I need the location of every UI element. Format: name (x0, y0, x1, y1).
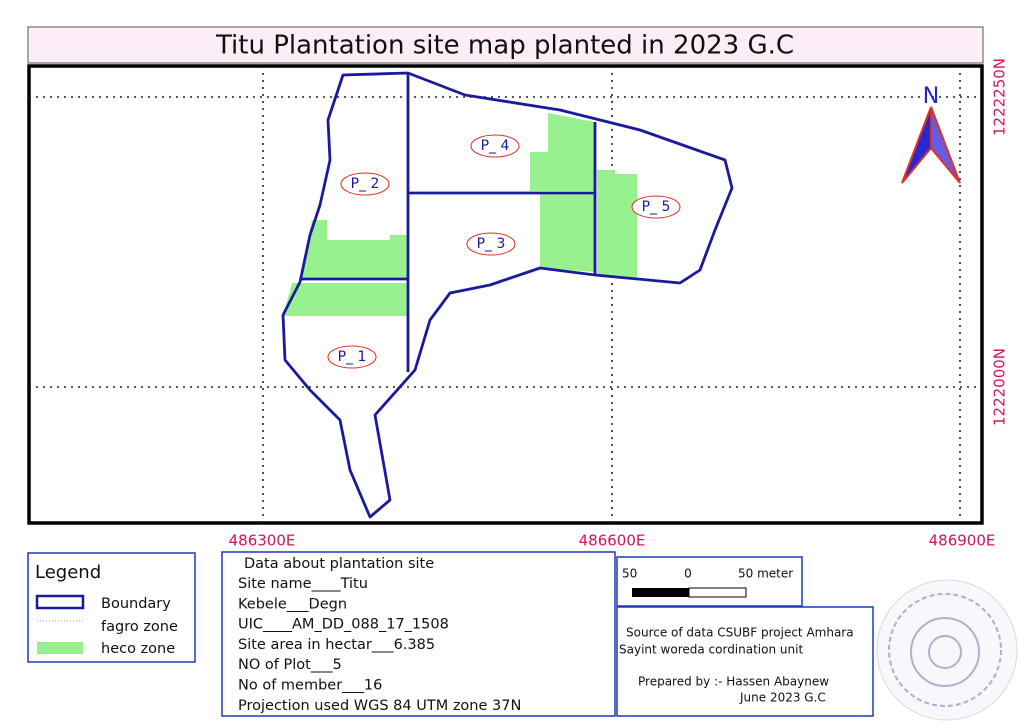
source-line: Sayint woreda cordination unit (619, 643, 803, 657)
info-lines: Site name____Titu Kebele___Degn UIC____AM_… (238, 576, 521, 714)
map-frame (27, 64, 984, 525)
scale-label: 50 meter (738, 567, 793, 581)
map-title: Titu Plantation site map planted in 2023… (215, 31, 794, 61)
north-label: N (923, 84, 939, 109)
heco-zone (283, 283, 408, 316)
stamp-ring (910, 617, 980, 687)
north-arrow: N (901, 84, 961, 184)
legend-item: fagro zone (101, 619, 178, 635)
y-grid-label: 1222000N (991, 348, 1009, 426)
info-box: Data about plantation site Site name____… (221, 551, 616, 717)
legend-title: Legend (35, 562, 101, 583)
plot-label: P_ 2 (351, 176, 380, 192)
legend-item: Boundary (101, 596, 171, 612)
legend-item: heco zone (101, 641, 175, 657)
info-line: NO of Plot___5 (238, 657, 342, 673)
legend: Legend Boundary fagro zone heco zone (27, 552, 196, 663)
info-title: Data about plantation site (244, 556, 434, 572)
x-grid-label: 486900E (929, 532, 996, 550)
source-box: Source of data CSUBF project Amhara Sayi… (616, 606, 874, 717)
source-line: Source of data CSUBF project Amhara (626, 626, 854, 640)
info-line: Kebele___Degn (238, 596, 347, 612)
stamp (876, 579, 1018, 721)
scale-frame (616, 556, 803, 607)
info-line: UIC____AM_DD_088_17_1508 (238, 617, 449, 633)
arrow-half (930, 106, 961, 184)
legend-swatch (35, 594, 85, 610)
plot-label: P_ 5 (642, 199, 671, 215)
prepared-by: Prepared by :- Hassen Abaynew (638, 675, 829, 689)
info-line: No of member___16 (238, 678, 382, 694)
y-grid-label: 1222250N (991, 58, 1009, 136)
plot-ellipse (340, 172, 390, 196)
stamp-outer (876, 579, 1018, 721)
info-line: Site area in hectar___6.385 (238, 637, 435, 653)
plot-labels: P_ 1 P_ 2 P_ 3 P_ 4 P_ 5 (327, 134, 681, 369)
scale-segment (632, 588, 689, 597)
heco-zone (597, 170, 637, 279)
legend-swatch (37, 642, 83, 654)
heco-zone (530, 113, 595, 191)
stamp-ring (888, 593, 1002, 707)
scale-segment (688, 587, 747, 598)
info-line: Site name____Titu (238, 576, 368, 592)
plot-ellipse (327, 345, 377, 369)
info-line: Projection used WGS 84 UTM zone 37N (238, 698, 521, 714)
title-box (27, 26, 984, 64)
source-frame (616, 606, 874, 717)
plot-label: P_ 4 (481, 138, 510, 154)
plot-label: P_ 1 (338, 349, 367, 365)
plot-ellipse (466, 232, 516, 256)
scale-label: 0 (684, 567, 692, 581)
scale-bar: 50 0 50 meter (616, 556, 803, 607)
info-frame (221, 551, 616, 717)
scale-label: 50 (622, 567, 637, 581)
stamp-ring (928, 635, 962, 669)
plot-label: P_ 3 (477, 236, 506, 252)
x-grid-label: 486300E (229, 532, 296, 550)
site-boundary (281, 71, 734, 519)
plot-ellipse (470, 134, 520, 158)
heco-zone (540, 194, 595, 272)
prepared-date: June 2023 G.C (739, 691, 826, 705)
x-grid-label: 486600E (579, 532, 646, 550)
heco-zones (283, 113, 637, 316)
heco-zone (300, 220, 408, 278)
plot-ellipse (631, 195, 681, 219)
